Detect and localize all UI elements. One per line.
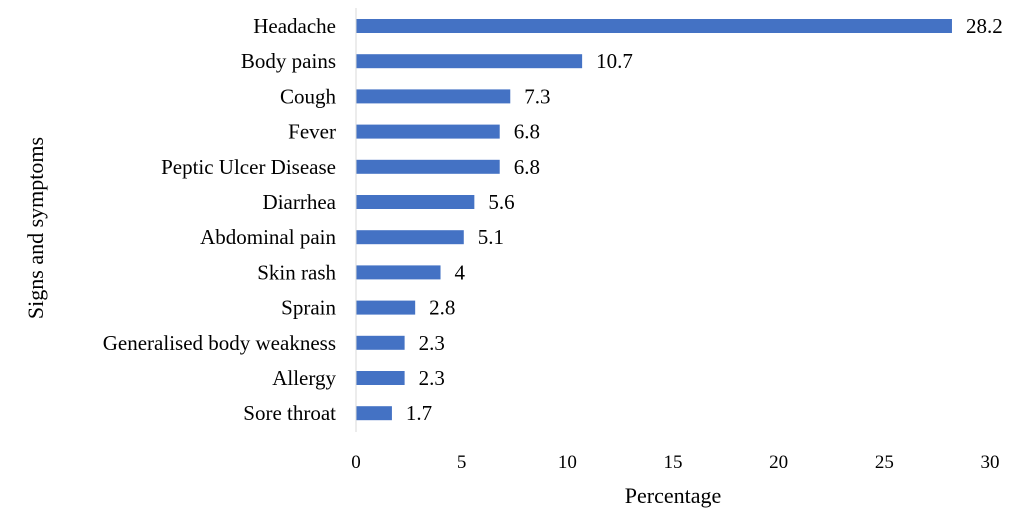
value-label-sore-throat: 1.7 <box>406 401 432 425</box>
category-label-cough: Cough <box>280 84 337 108</box>
value-label-sprain: 2.8 <box>429 296 455 320</box>
bar-generalised-body-weakness <box>356 335 405 350</box>
bar-abdominal-pain <box>356 230 464 245</box>
bar-diarrhea <box>356 195 475 209</box>
category-label-sprain: Sprain <box>281 296 336 320</box>
bar-allergy <box>356 371 405 385</box>
bar-headache <box>356 19 952 33</box>
category-label-body-pains: Body pains <box>241 49 336 73</box>
x-tick-label-30: 30 <box>981 452 1000 473</box>
bar-fever <box>356 124 500 139</box>
value-label-peptic-ulcer-disease: 6.8 <box>514 155 540 179</box>
category-label-skin-rash: Skin rash <box>257 260 336 284</box>
x-tick-label-20: 20 <box>769 452 788 473</box>
x-tick-label-15: 15 <box>664 452 683 473</box>
category-label-abdominal-pain: Abdominal pain <box>200 225 336 249</box>
x-tick-label-0: 0 <box>351 452 361 473</box>
category-label-diarrhea: Diarrhea <box>263 190 337 214</box>
y-axis-title: Signs and symptoms <box>23 137 48 319</box>
x-tick-label-5: 5 <box>457 452 467 473</box>
bars-layer: Headache 28.2 Body pains 10.7 Cough 7.3 Fever 6… <box>103 14 1003 425</box>
bar-skin-rash <box>356 265 441 280</box>
x-tick-label-10: 10 <box>558 452 577 473</box>
value-label-generalised-body-weakness: 2.3 <box>419 331 445 355</box>
category-label-sore-throat: Sore throat <box>243 401 336 425</box>
bar-cough <box>356 89 511 104</box>
category-label-allergy: Allergy <box>272 366 336 390</box>
bar-body-pains <box>356 54 583 69</box>
bar-sprain <box>356 300 416 315</box>
category-label-fever: Fever <box>288 120 336 144</box>
value-label-allergy: 2.3 <box>419 366 445 390</box>
value-label-abdominal-pain: 5.1 <box>478 225 504 249</box>
value-label-headache: 28.2 <box>966 14 1003 38</box>
category-label-peptic-ulcer-disease: Peptic Ulcer Disease <box>161 155 336 179</box>
bar-sore-throat <box>356 406 392 421</box>
value-label-body-pains: 10.7 <box>596 49 633 73</box>
x-tick-labels: 0 5 10 15 20 25 30 <box>351 452 999 473</box>
value-label-diarrhea: 5.6 <box>488 190 514 214</box>
x-axis-title: Percentage <box>625 483 722 508</box>
bar-peptic-ulcer-disease <box>356 159 500 174</box>
x-tick-label-25: 25 <box>875 452 894 473</box>
category-label-generalised-body-weakness: Generalised body weakness <box>103 331 336 355</box>
category-label-headache: Headache <box>253 14 336 38</box>
value-label-skin-rash: 4 <box>455 260 466 284</box>
value-label-fever: 6.8 <box>514 120 540 144</box>
value-label-cough: 7.3 <box>524 84 550 108</box>
